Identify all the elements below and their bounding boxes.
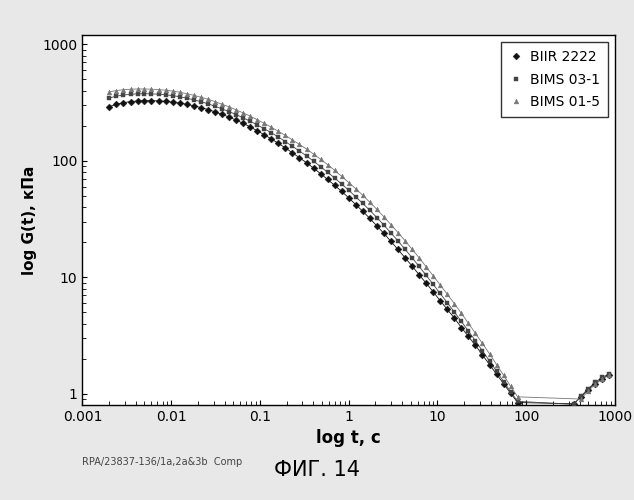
- BIMS 01-5: [577, 396, 585, 402]
- Line: BIIR 2222: BIIR 2222: [107, 98, 611, 406]
- BIMS 03-1: [218, 106, 226, 112]
- BIMS 01-5: [605, 372, 613, 378]
- BIMS 03-1: [345, 187, 353, 193]
- Legend: BIIR 2222, BIMS 03-1, BIMS 01-5: BIIR 2222, BIMS 03-1, BIMS 01-5: [500, 42, 608, 117]
- BIMS 01-5: [134, 86, 141, 92]
- BIMS 03-1: [247, 118, 254, 124]
- BIIR 2222: [303, 160, 311, 166]
- BIMS 01-5: [295, 142, 303, 148]
- BIIR 2222: [591, 380, 598, 386]
- BIIR 2222: [247, 124, 254, 130]
- BIMS 01-5: [401, 238, 409, 244]
- BIIR 2222: [105, 104, 113, 110]
- Text: ФИГ. 14: ФИГ. 14: [274, 460, 360, 480]
- BIMS 01-5: [105, 89, 113, 95]
- Line: BIMS 03-1: BIMS 03-1: [107, 92, 611, 407]
- BIMS 03-1: [500, 378, 507, 384]
- BIIR 2222: [345, 195, 353, 201]
- BIMS 03-1: [591, 380, 598, 386]
- BIMS 03-1: [141, 90, 148, 96]
- BIMS 01-5: [331, 168, 339, 173]
- Line: BIMS 01-5: BIMS 01-5: [107, 86, 611, 402]
- BIMS 03-1: [605, 371, 613, 377]
- BIIR 2222: [500, 380, 507, 386]
- BIMS 01-5: [169, 88, 176, 94]
- BIMS 01-5: [359, 192, 366, 198]
- X-axis label: log t, c: log t, c: [316, 430, 381, 448]
- BIMS 03-1: [570, 402, 578, 407]
- BIMS 03-1: [105, 95, 113, 101]
- BIIR 2222: [570, 401, 578, 407]
- BIMS 03-1: [303, 153, 311, 159]
- BIMS 01-5: [394, 230, 402, 235]
- BIIR 2222: [141, 98, 148, 103]
- Y-axis label: log G(t), кПа: log G(t), кПа: [22, 166, 37, 274]
- BIIR 2222: [605, 372, 613, 378]
- BIIR 2222: [218, 112, 226, 117]
- Text: RPA/23837-136/1a,2a&3b  Comp: RPA/23837-136/1a,2a&3b Comp: [82, 457, 243, 467]
